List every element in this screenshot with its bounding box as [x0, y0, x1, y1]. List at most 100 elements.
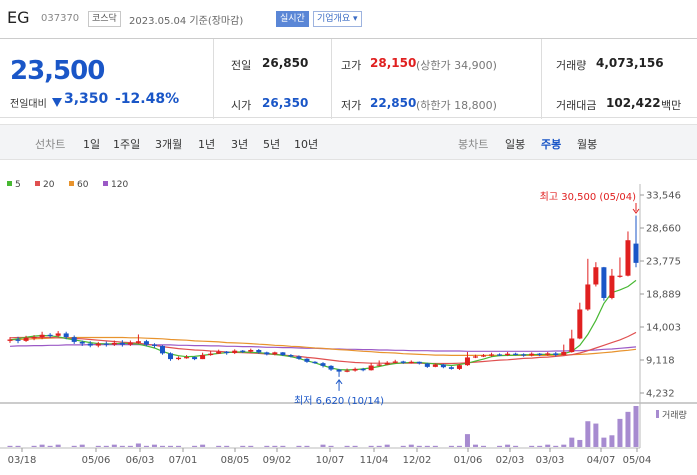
candle-weekly[interactable]: 주봉 — [541, 138, 562, 151]
open-label: 시가 — [231, 99, 252, 112]
candle-body — [280, 352, 286, 356]
company-info-button[interactable]: 기업개요 ▾ — [313, 11, 362, 27]
volume-bar — [464, 434, 470, 447]
candle-body — [143, 341, 149, 345]
candle-body — [416, 361, 422, 364]
candle-body — [553, 353, 559, 356]
volume-bar — [368, 445, 374, 447]
volume-bar — [264, 445, 270, 447]
candle-body — [464, 357, 470, 366]
x-tick-label: 01/06 — [454, 455, 483, 466]
low-arrow-head — [335, 379, 343, 385]
volume-bar — [151, 444, 157, 447]
candle-body — [513, 353, 519, 355]
period-3m[interactable]: 3개월 — [155, 138, 183, 151]
candle-body — [561, 352, 567, 356]
high-label: 고가 — [341, 59, 362, 72]
candle-body — [529, 353, 535, 356]
amount-unit: 백만 — [661, 99, 682, 112]
volume-bar — [216, 445, 222, 447]
y-tick-label: 18,889 — [646, 290, 681, 301]
candle-daily[interactable]: 일봉 — [505, 138, 526, 151]
volume-bar — [143, 445, 149, 447]
x-tick-label: 09/02 — [263, 455, 292, 466]
candle-body — [585, 284, 591, 310]
candle-body — [248, 349, 254, 352]
volume-bar — [505, 444, 511, 447]
period-1y[interactable]: 1년 — [198, 138, 216, 151]
low-annotation: 최저 6,620 (10/14) — [294, 395, 384, 407]
candle-body — [63, 333, 69, 338]
divider — [213, 39, 214, 119]
volume-bar — [553, 445, 559, 447]
volume-bar — [593, 423, 599, 447]
volume-bar — [481, 445, 487, 447]
candle-body — [352, 368, 358, 371]
low-value: 22,850 — [370, 96, 417, 110]
period-1d[interactable]: 1일 — [83, 138, 101, 151]
candle-body — [432, 364, 438, 367]
volume-label: 거래량 — [662, 409, 687, 421]
line-chart-label[interactable]: 선차트 — [35, 138, 66, 151]
candle-body — [577, 309, 583, 339]
candle-body — [609, 275, 615, 298]
x-tick-label: 11/04 — [360, 455, 389, 466]
period-5y[interactable]: 5년 — [263, 138, 281, 151]
candle-body — [208, 353, 214, 356]
weekly-candle-chart: 5 20 60 120 거래량 33,546 28,660 23,775 18,889 14,… — [0, 180, 697, 466]
volume-bar — [601, 437, 607, 447]
price-summary-panel: 23,500 전일대비 3,350 -12.48% 전일 26,850 시가 2… — [0, 38, 697, 119]
candle-body — [272, 352, 278, 355]
candle-body — [360, 368, 366, 371]
legend-swatch — [7, 181, 12, 186]
candle-body — [497, 354, 503, 356]
candle-body — [184, 357, 190, 359]
volume-bar — [320, 444, 326, 447]
x-tick-label: 06/03 — [126, 455, 155, 466]
divider — [331, 39, 332, 119]
candle-body — [569, 338, 575, 353]
legend-label: 120 — [111, 180, 128, 190]
volume-bar — [47, 445, 53, 447]
y-tick-label: 14,003 — [646, 323, 681, 334]
legend-swatch — [35, 181, 40, 186]
candle-body — [55, 333, 61, 336]
volume-bar — [200, 444, 206, 447]
volume-bar — [497, 445, 503, 447]
y-tick-label: 23,775 — [646, 256, 681, 267]
volume-bar — [111, 444, 117, 447]
candle-body — [336, 369, 342, 372]
candle-body — [264, 352, 270, 355]
realtime-button[interactable]: 실시간 — [276, 11, 309, 27]
ma-legend: 5 20 60 120 — [7, 180, 128, 190]
volume-label: 거래량 — [556, 59, 587, 72]
candle-chart-label[interactable]: 봉차트 — [458, 138, 489, 151]
volume-bar — [240, 445, 246, 447]
candle-body — [119, 342, 125, 345]
candle-body — [384, 362, 390, 365]
candle-body — [312, 361, 318, 364]
x-tick-label: 03/18 — [8, 455, 37, 466]
candle-monthly[interactable]: 월봉 — [577, 138, 598, 151]
volume-bar — [448, 445, 454, 447]
current-price: 23,500 — [10, 56, 105, 86]
volume-bar — [168, 445, 174, 447]
candle-body — [23, 337, 29, 341]
candle-body — [111, 342, 117, 345]
volume-bar — [296, 445, 302, 447]
candle-body — [159, 345, 165, 354]
volume-bar — [71, 445, 77, 447]
volume-bar — [344, 445, 350, 447]
volume-bar — [272, 445, 278, 447]
candle-body — [135, 341, 141, 343]
down-triangle-icon — [52, 98, 62, 107]
candle-body — [408, 361, 414, 364]
ma5-line — [9, 279, 637, 371]
x-tick-label: 08/05 — [221, 455, 250, 466]
period-10y[interactable]: 10년 — [294, 138, 319, 151]
period-1w[interactable]: 1주일 — [113, 138, 141, 151]
volume-bar — [569, 437, 575, 447]
candle-body — [192, 357, 198, 360]
period-3y[interactable]: 3년 — [231, 138, 249, 151]
